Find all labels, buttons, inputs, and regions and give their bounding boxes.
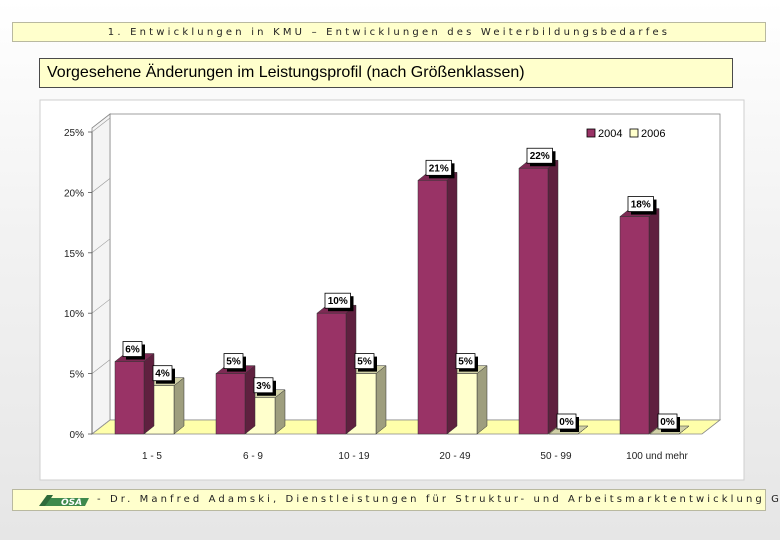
y-tick-diagonal xyxy=(91,117,111,133)
data-label-2004-3-box xyxy=(425,159,452,176)
logo-text: OSA xyxy=(61,498,82,508)
data-label-2006-5: 0% xyxy=(660,417,675,428)
bar-s2004-2 xyxy=(316,312,347,435)
bar-s2004-4 xyxy=(518,167,549,435)
x-tick-label: 6 - 9 xyxy=(243,451,263,462)
side-wall xyxy=(91,113,111,435)
data-label-2004-2: 10% xyxy=(328,296,348,307)
data-label-2006-4: 0% xyxy=(559,417,574,428)
data-label-2006-0-box xyxy=(152,365,173,382)
data-label-2006-1: 3% xyxy=(256,381,271,392)
data-label-2006-0: 4% xyxy=(155,369,170,380)
data-label-2006-4-box xyxy=(556,413,577,430)
data-label-2006-3: 5% xyxy=(458,357,473,368)
y-tick-diagonal xyxy=(91,178,111,193)
data-label-2004-4-box xyxy=(526,147,553,164)
bar-side-s2004-1 xyxy=(244,365,256,435)
bar-side-s2004-2 xyxy=(345,304,357,435)
data-label-2004-5: 18% xyxy=(631,200,651,211)
x-tick-label: 20 - 49 xyxy=(439,451,471,462)
y-tick-diagonal xyxy=(91,238,111,254)
bar-side-s2006-3 xyxy=(476,365,488,435)
data-label-2006-2: 5% xyxy=(357,357,372,368)
y-tick-diagonal xyxy=(91,298,111,314)
y-tick-label: 15% xyxy=(64,249,84,260)
data-label-2006-2-box xyxy=(354,353,375,370)
legend-swatch-2004 xyxy=(586,128,596,138)
data-label-2006-3-box xyxy=(455,353,476,370)
top-banner: 1. Entwicklungen in KMU – Entwicklungen … xyxy=(12,22,766,42)
y-tick-label: 20% xyxy=(64,188,84,199)
y-tick-label: 5% xyxy=(70,370,85,381)
bar-s2004-3 xyxy=(417,180,448,435)
legend-label-2004: 2004 xyxy=(598,128,622,140)
x-tick-label: 1 - 5 xyxy=(142,451,162,462)
y-tick-diagonal xyxy=(91,419,111,435)
y-tick-label: 25% xyxy=(64,128,84,139)
data-label-2004-5-box xyxy=(627,196,654,212)
back-wall xyxy=(109,113,721,421)
bar-s2004-5 xyxy=(619,216,650,435)
y-tick-label: 10% xyxy=(64,309,84,320)
footer-text: - Dr. Manfred Adamski, Dienstleistungen … xyxy=(97,494,780,505)
x-tick-label: 10 - 19 xyxy=(338,451,370,462)
bar-side-s2004-3 xyxy=(446,171,458,435)
data-label-2004-2-box xyxy=(324,292,351,309)
bar-s2004-1 xyxy=(215,373,246,435)
data-label-2004-3: 21% xyxy=(429,163,449,174)
chart-title: Vorgesehene Änderungen im Leistungsprofi… xyxy=(39,58,733,88)
data-label-2004-0: 6% xyxy=(125,345,140,356)
x-tick-label: 50 - 99 xyxy=(540,451,572,462)
bar-side-s2006-0 xyxy=(173,377,185,435)
bar-side-s2004-4 xyxy=(547,159,559,435)
bar-side-s2004-5 xyxy=(648,208,660,435)
x-tick-label: 100 und mehr xyxy=(626,451,688,462)
y-tick-label: 0% xyxy=(70,430,85,441)
bar-side-s2006-2 xyxy=(375,365,387,435)
data-label-2006-5-box xyxy=(657,413,678,430)
bar-s2004-0 xyxy=(114,361,145,435)
data-label-2004-4: 22% xyxy=(530,151,550,162)
bottom-banner: OSA - Dr. Manfred Adamski, Dienstleistun… xyxy=(12,489,780,511)
bar-side-s2004-0 xyxy=(143,352,155,435)
legend-label-2006: 2006 xyxy=(641,128,665,140)
legend-swatch-2006 xyxy=(629,128,639,138)
data-label-2004-1: 5% xyxy=(226,357,241,368)
y-tick-diagonal xyxy=(91,359,111,374)
data-label-2004-0-box xyxy=(122,341,143,357)
osa-logo: OSA xyxy=(39,495,89,508)
data-label-2006-1-box xyxy=(253,377,274,394)
data-label-2004-1-box xyxy=(223,353,244,370)
banner-text: 1. Entwicklungen in KMU – Entwicklungen … xyxy=(107,26,671,38)
